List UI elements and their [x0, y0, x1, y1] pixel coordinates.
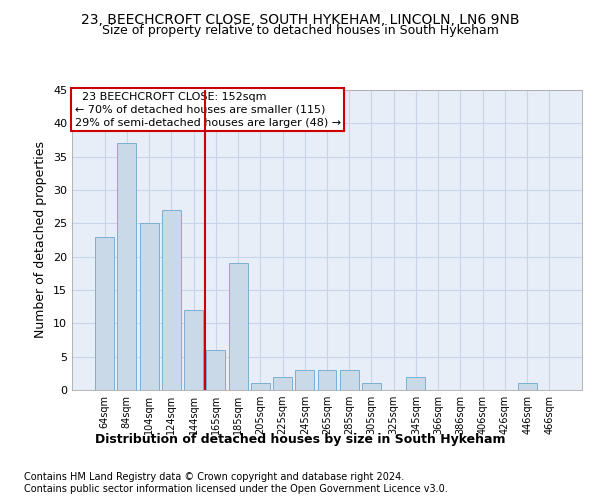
- Bar: [206, 350, 225, 390]
- Text: 23, BEECHCROFT CLOSE, SOUTH HYKEHAM, LINCOLN, LN6 9NB: 23, BEECHCROFT CLOSE, SOUTH HYKEHAM, LIN…: [81, 12, 519, 26]
- Bar: [317, 370, 337, 390]
- Bar: [273, 376, 292, 390]
- Text: Size of property relative to detached houses in South Hykeham: Size of property relative to detached ho…: [101, 24, 499, 37]
- Bar: [406, 376, 425, 390]
- Text: Contains HM Land Registry data © Crown copyright and database right 2024.: Contains HM Land Registry data © Crown c…: [24, 472, 404, 482]
- Text: Contains public sector information licensed under the Open Government Licence v3: Contains public sector information licen…: [24, 484, 448, 494]
- Bar: [140, 224, 158, 390]
- Bar: [184, 310, 203, 390]
- Bar: [295, 370, 314, 390]
- Text: 23 BEECHCROFT CLOSE: 152sqm
← 70% of detached houses are smaller (115)
29% of se: 23 BEECHCROFT CLOSE: 152sqm ← 70% of det…: [74, 92, 341, 128]
- Y-axis label: Number of detached properties: Number of detached properties: [34, 142, 47, 338]
- Bar: [95, 236, 114, 390]
- Bar: [162, 210, 181, 390]
- Bar: [229, 264, 248, 390]
- Bar: [251, 384, 270, 390]
- Bar: [340, 370, 359, 390]
- Bar: [518, 384, 536, 390]
- Bar: [362, 384, 381, 390]
- Bar: [118, 144, 136, 390]
- Text: Distribution of detached houses by size in South Hykeham: Distribution of detached houses by size …: [95, 432, 505, 446]
